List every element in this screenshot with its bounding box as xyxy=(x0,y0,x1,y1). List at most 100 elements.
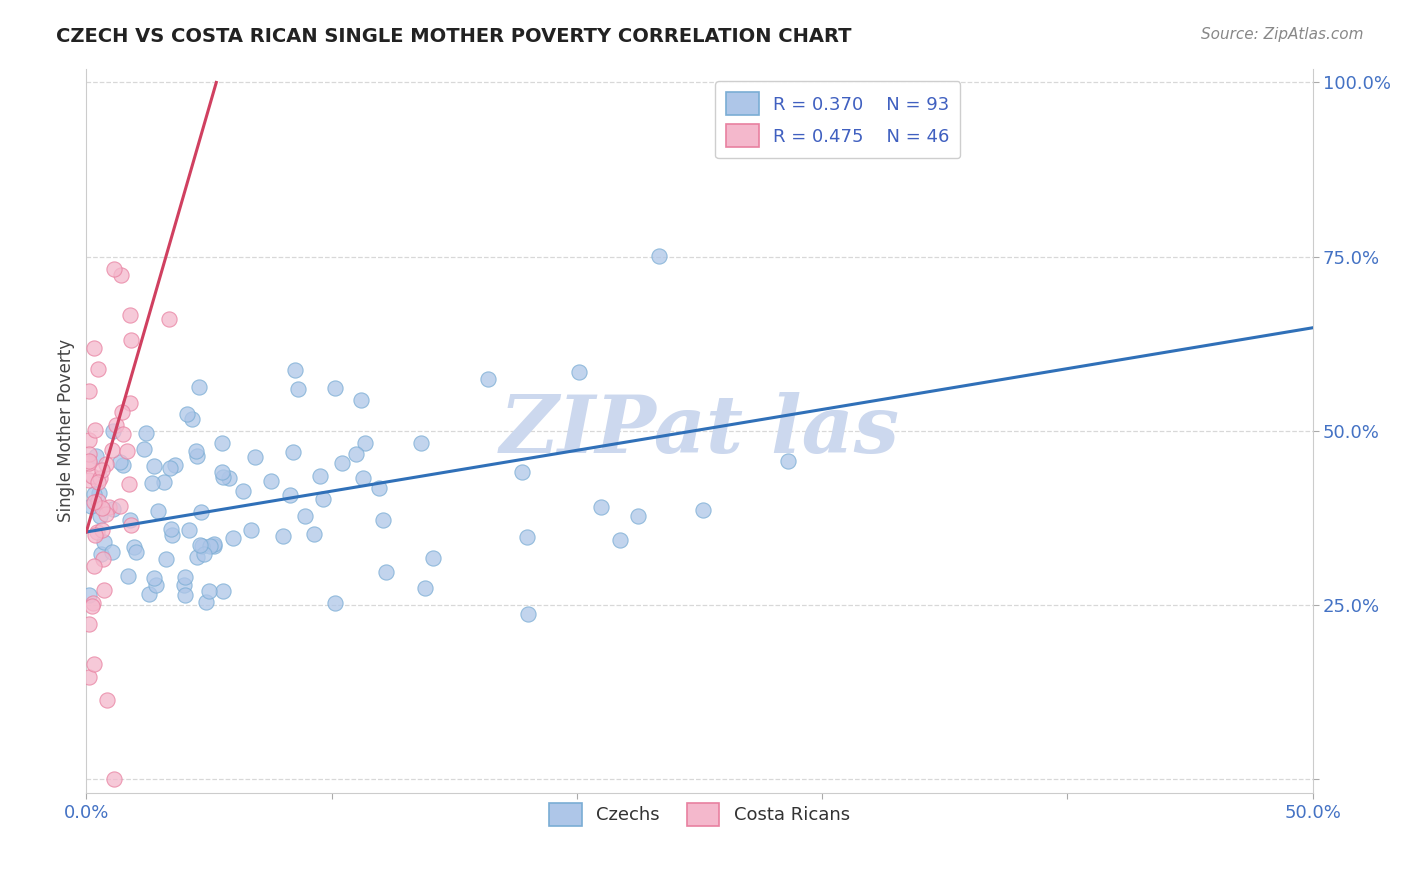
Point xyxy=(111,405,134,419)
Point xyxy=(83,341,105,355)
Point xyxy=(80,500,103,514)
Point xyxy=(163,458,186,472)
Point xyxy=(260,474,283,488)
Point xyxy=(91,500,114,515)
Point xyxy=(176,407,198,421)
Point xyxy=(77,617,100,632)
Point xyxy=(778,454,800,468)
Point xyxy=(96,693,118,707)
Point xyxy=(287,382,309,396)
Point xyxy=(155,551,177,566)
Point xyxy=(77,454,100,468)
Point xyxy=(90,463,112,477)
Point xyxy=(232,483,254,498)
Point xyxy=(312,492,335,507)
Point xyxy=(243,450,266,465)
Legend: Czechs, Costa Ricans: Czechs, Costa Ricans xyxy=(540,794,859,835)
Point xyxy=(120,333,142,347)
Point xyxy=(120,517,142,532)
Point xyxy=(135,425,157,440)
Point xyxy=(101,545,124,559)
Point xyxy=(83,657,105,671)
Point xyxy=(141,475,163,490)
Point xyxy=(309,469,332,483)
Point xyxy=(83,559,105,574)
Point xyxy=(97,500,120,514)
Point xyxy=(83,495,105,509)
Point xyxy=(103,424,125,438)
Point xyxy=(77,447,100,461)
Point xyxy=(211,465,233,479)
Point xyxy=(145,578,167,592)
Point xyxy=(353,436,375,450)
Point xyxy=(173,588,195,602)
Point xyxy=(120,513,142,527)
Point xyxy=(84,528,107,542)
Point xyxy=(79,456,101,470)
Point xyxy=(330,457,353,471)
Point xyxy=(124,545,146,559)
Point xyxy=(191,539,214,553)
Point xyxy=(609,533,631,548)
Point xyxy=(159,461,181,475)
Point xyxy=(188,380,211,394)
Point xyxy=(647,249,669,263)
Point xyxy=(103,262,125,277)
Point xyxy=(77,588,100,602)
Y-axis label: Single Mother Poverty: Single Mother Poverty xyxy=(58,339,75,523)
Point xyxy=(477,372,499,386)
Point xyxy=(510,465,533,479)
Point xyxy=(212,584,235,599)
Point xyxy=(111,458,134,472)
Point xyxy=(371,513,394,527)
Point xyxy=(374,566,396,580)
Point xyxy=(118,476,141,491)
Point xyxy=(517,607,540,622)
Point xyxy=(591,500,613,514)
Point xyxy=(323,596,346,610)
Point xyxy=(190,505,212,519)
Point xyxy=(108,455,131,469)
Point xyxy=(193,547,215,561)
Point xyxy=(84,423,107,437)
Point xyxy=(87,494,110,508)
Point xyxy=(120,308,142,322)
Point xyxy=(325,381,347,395)
Point xyxy=(218,471,240,485)
Point xyxy=(93,583,115,598)
Point xyxy=(94,457,117,471)
Point xyxy=(124,540,146,554)
Point xyxy=(90,547,112,561)
Point xyxy=(194,594,217,608)
Point xyxy=(202,539,225,553)
Point xyxy=(103,772,125,787)
Point xyxy=(89,471,111,485)
Point xyxy=(77,384,100,398)
Point xyxy=(160,522,183,536)
Point xyxy=(93,552,115,566)
Point xyxy=(91,523,114,537)
Point xyxy=(82,599,104,613)
Point xyxy=(692,503,714,517)
Point xyxy=(83,487,105,501)
Point xyxy=(568,365,591,379)
Point xyxy=(148,504,170,518)
Point xyxy=(181,412,204,426)
Point xyxy=(211,436,233,450)
Point xyxy=(284,363,307,377)
Point xyxy=(352,471,374,485)
Point xyxy=(138,587,160,601)
Point xyxy=(240,523,263,537)
Point xyxy=(101,502,124,516)
Point xyxy=(89,509,111,524)
Point xyxy=(87,485,110,500)
Point xyxy=(349,393,371,408)
Point xyxy=(409,436,432,450)
Point xyxy=(188,538,211,552)
Point xyxy=(77,473,100,487)
Point xyxy=(80,469,103,483)
Point xyxy=(86,525,108,540)
Point xyxy=(118,396,141,410)
Point xyxy=(152,475,174,489)
Point xyxy=(110,268,132,282)
